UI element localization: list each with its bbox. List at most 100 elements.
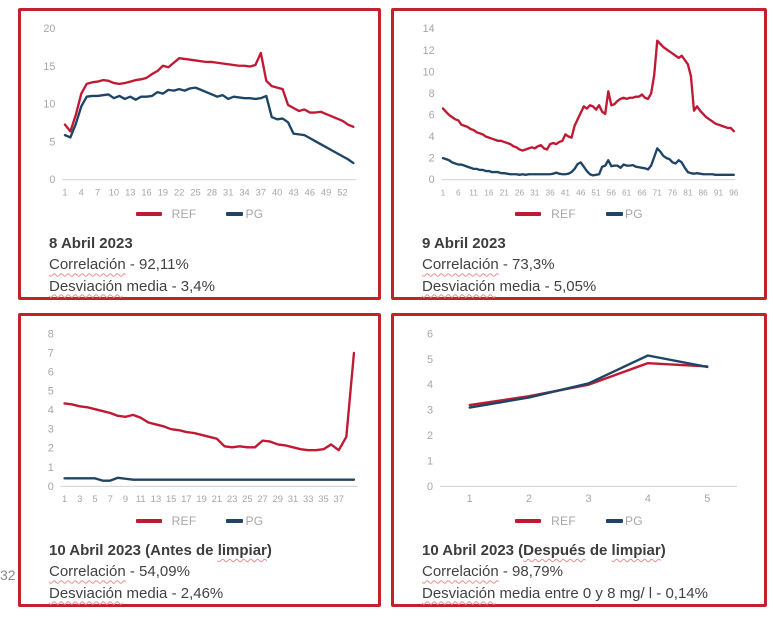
svg-text:91: 91 — [714, 187, 724, 197]
legend-item-ref: REF — [515, 207, 576, 221]
svg-text:4: 4 — [645, 493, 651, 505]
svg-text:5: 5 — [93, 493, 98, 504]
svg-text:76: 76 — [668, 187, 678, 197]
svg-text:25: 25 — [242, 493, 252, 504]
svg-text:4: 4 — [427, 379, 433, 391]
svg-text:15: 15 — [166, 493, 176, 504]
ref-line-swatch — [515, 212, 542, 217]
svg-text:12: 12 — [423, 45, 435, 57]
panel-title: 8 Abril 2023 — [49, 233, 368, 254]
svg-text:51: 51 — [592, 187, 602, 197]
ref-legend-label: REF — [171, 207, 197, 222]
squiggled-word: Desviación — [49, 277, 123, 295]
svg-text:52: 52 — [337, 187, 347, 197]
svg-text:1: 1 — [441, 187, 446, 197]
svg-text:0: 0 — [427, 481, 433, 493]
pg-legend-label: PG — [624, 514, 643, 529]
ref-legend-label: REF — [551, 207, 576, 222]
svg-text:22: 22 — [174, 187, 184, 197]
svg-text:31: 31 — [223, 187, 233, 197]
svg-text:15: 15 — [44, 61, 56, 73]
svg-text:16: 16 — [142, 187, 152, 197]
svg-text:46: 46 — [305, 187, 315, 197]
svg-text:2: 2 — [48, 443, 54, 455]
pg-line-swatch — [605, 519, 623, 524]
chart-panel-10-abril-antes: 0 1 2 3 4 5 6 7 8 1 3 5 7 9 11 13 15 17 19 21 23 25 27 29 31 33 35… — [18, 313, 381, 607]
svg-text:66: 66 — [638, 187, 648, 197]
correlation-stat: Correlación - 73,3% — [422, 254, 754, 275]
svg-text:8: 8 — [48, 328, 54, 340]
text-segment: media - 5,05% — [495, 277, 597, 295]
panel-caption: 10 Abril 2023 (Antes de limpiar) Correla… — [49, 540, 368, 604]
svg-text:34: 34 — [239, 187, 249, 197]
text-segment: media - 2,46% — [122, 584, 224, 602]
svg-text:61: 61 — [622, 187, 632, 197]
ref-legend-label: REF — [171, 514, 197, 529]
deviation-stat: Desviación media - 5,05% — [422, 276, 754, 297]
svg-text:21: 21 — [500, 187, 510, 197]
legend-item-pg: PG — [226, 514, 263, 528]
svg-text:31: 31 — [531, 187, 541, 197]
svg-text:7: 7 — [95, 187, 100, 197]
chart-panel-8-abril: 0 5 10 15 20 1 4 7 10 13 16 19 22 25 28 31 34 37 40 43 46 49 5… — [18, 8, 381, 300]
line-chart-10-abril-despues: 0 1 2 3 4 5 6 1 2 3 4 5 — [427, 328, 738, 505]
text-segment: ) — [266, 542, 272, 560]
svg-text:41: 41 — [561, 187, 571, 197]
svg-text:21: 21 — [212, 493, 222, 504]
svg-text:81: 81 — [684, 187, 694, 197]
text-segment: - 98,79% — [498, 563, 563, 581]
legend-item-ref: REF — [515, 514, 576, 528]
chart-legend: REF PG — [394, 514, 764, 528]
legend-item-ref: REF — [135, 207, 197, 222]
squiggled-word: limpiar — [611, 542, 661, 560]
svg-text:96: 96 — [730, 187, 740, 197]
svg-text:71: 71 — [653, 187, 663, 197]
svg-text:5: 5 — [48, 386, 54, 398]
text-segment: - 54,09% — [125, 563, 190, 581]
chart-legend: REF PG — [21, 207, 378, 221]
ref-line-swatch — [135, 212, 162, 217]
svg-text:13: 13 — [125, 187, 135, 197]
text-segment: media entre 0 y 8 mg/ l - 0,14% — [495, 584, 708, 602]
text-segment: de — [585, 542, 612, 560]
svg-text:49: 49 — [321, 187, 331, 197]
svg-text:6: 6 — [48, 366, 54, 378]
svg-text:56: 56 — [607, 187, 617, 197]
pg-legend-label: PG — [624, 207, 643, 222]
svg-text:4: 4 — [48, 405, 54, 417]
squiggled-word: limpiar — [217, 542, 267, 560]
svg-text:43: 43 — [288, 187, 298, 197]
svg-text:6: 6 — [429, 109, 435, 121]
svg-text:25: 25 — [191, 187, 201, 197]
svg-text:10: 10 — [423, 66, 435, 78]
squiggled-word: Desviación — [49, 584, 123, 602]
text-segment: 10 Abril 2023 ( — [422, 542, 524, 560]
svg-text:86: 86 — [699, 187, 709, 197]
svg-text:8: 8 — [429, 88, 435, 100]
svg-text:0: 0 — [48, 481, 54, 493]
legend-item-pg: PG — [226, 207, 263, 221]
svg-text:36: 36 — [546, 187, 556, 197]
squiggled-word: Correlación — [422, 256, 499, 274]
svg-text:17: 17 — [181, 493, 191, 504]
svg-text:23: 23 — [227, 493, 237, 504]
chart-panel-9-abril: 0 2 4 6 8 10 12 14 1 6 11 16 21 26 31 36 41 46 51 56 61 66 71 7… — [391, 8, 767, 300]
svg-text:16: 16 — [485, 187, 495, 197]
svg-text:4: 4 — [429, 131, 435, 143]
svg-text:46: 46 — [577, 187, 587, 197]
svg-text:2: 2 — [429, 153, 435, 165]
line-chart-8-abril: 0 5 10 15 20 1 4 7 10 13 16 19 22 25 28 31 34 37 40 43 46 49 5… — [44, 23, 357, 197]
ref-legend-label: REF — [551, 514, 576, 529]
ref-line-swatch — [515, 519, 542, 524]
panel-caption: 10 Abril 2023 (Después de limpiar) Corre… — [422, 540, 754, 604]
slide-page-number: 32 — [0, 567, 16, 583]
squiggled-word: Correlación — [422, 563, 499, 581]
text-segment: 10 Abril 2023 (Antes de — [49, 542, 218, 560]
pg-line-swatch — [226, 212, 244, 217]
panel-title: 10 Abril 2023 (Después de limpiar) — [422, 540, 754, 561]
svg-text:10: 10 — [109, 187, 119, 197]
svg-text:1: 1 — [427, 455, 433, 467]
legend-item-pg: PG — [605, 207, 643, 222]
svg-text:11: 11 — [470, 187, 479, 197]
